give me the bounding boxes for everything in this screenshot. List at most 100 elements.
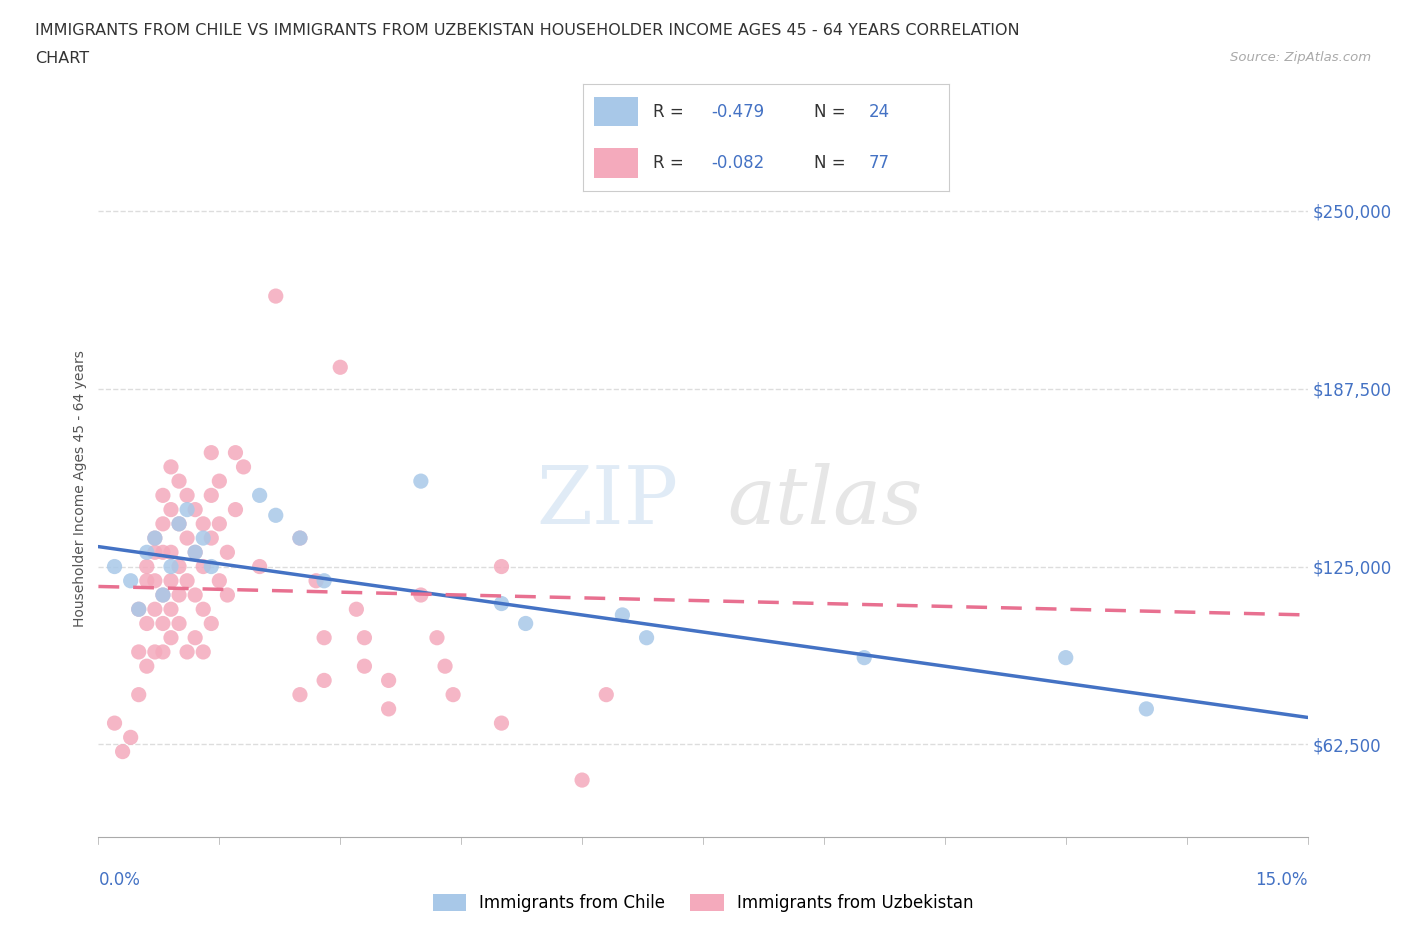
Text: CHART: CHART xyxy=(35,51,89,66)
Point xyxy=(193,516,215,531)
Point xyxy=(224,502,246,517)
Text: -0.082: -0.082 xyxy=(711,153,765,172)
Point xyxy=(143,545,166,560)
Point xyxy=(152,488,174,503)
Point xyxy=(193,531,215,546)
Point xyxy=(353,631,375,645)
Point xyxy=(143,602,166,617)
Point xyxy=(232,459,254,474)
Point xyxy=(515,616,537,631)
Point xyxy=(409,473,432,488)
Point xyxy=(288,531,311,546)
Point xyxy=(1054,650,1077,665)
Point xyxy=(152,545,174,560)
Point xyxy=(571,773,593,788)
Point xyxy=(636,631,658,645)
Y-axis label: Householder Income Ages 45 - 64 years: Householder Income Ages 45 - 64 years xyxy=(73,350,87,627)
Point xyxy=(193,644,215,659)
Point xyxy=(128,687,150,702)
Point xyxy=(160,602,183,617)
Point xyxy=(167,516,190,531)
Point xyxy=(224,445,246,460)
Point xyxy=(208,473,231,488)
Point xyxy=(853,650,876,665)
Point xyxy=(264,508,287,523)
Point xyxy=(353,658,375,673)
Point xyxy=(176,502,198,517)
Point xyxy=(329,360,352,375)
Point xyxy=(200,488,222,503)
Point xyxy=(160,573,183,588)
Point xyxy=(160,545,183,560)
Point xyxy=(377,673,399,688)
Text: 24: 24 xyxy=(869,102,890,121)
Text: -0.479: -0.479 xyxy=(711,102,765,121)
Point xyxy=(305,573,328,588)
Point xyxy=(152,644,174,659)
Point xyxy=(152,588,174,603)
Point xyxy=(434,658,457,673)
Point xyxy=(491,559,513,574)
Point xyxy=(167,559,190,574)
Point xyxy=(111,744,134,759)
Point xyxy=(176,488,198,503)
Point xyxy=(288,531,311,546)
Point xyxy=(135,559,157,574)
Point xyxy=(160,631,183,645)
Point xyxy=(264,288,287,303)
Point xyxy=(426,631,449,645)
Text: ZIP: ZIP xyxy=(537,463,679,541)
Point xyxy=(200,616,222,631)
Point xyxy=(184,502,207,517)
Point xyxy=(176,644,198,659)
Point xyxy=(176,573,198,588)
Point xyxy=(491,596,513,611)
Point xyxy=(595,687,617,702)
FancyBboxPatch shape xyxy=(595,148,638,178)
Point xyxy=(143,531,166,546)
Point xyxy=(176,531,198,546)
Point xyxy=(409,588,432,603)
Text: R =: R = xyxy=(652,153,689,172)
Point xyxy=(152,516,174,531)
Text: 77: 77 xyxy=(869,153,890,172)
Point xyxy=(103,716,125,731)
Text: IMMIGRANTS FROM CHILE VS IMMIGRANTS FROM UZBEKISTAN HOUSEHOLDER INCOME AGES 45 -: IMMIGRANTS FROM CHILE VS IMMIGRANTS FROM… xyxy=(35,23,1019,38)
Point xyxy=(135,573,157,588)
Point xyxy=(193,602,215,617)
Point xyxy=(314,573,336,588)
Point xyxy=(249,488,271,503)
Point xyxy=(441,687,464,702)
Point xyxy=(200,445,222,460)
Point xyxy=(167,516,190,531)
Point xyxy=(128,602,150,617)
Point xyxy=(103,559,125,574)
Legend: Immigrants from Chile, Immigrants from Uzbekistan: Immigrants from Chile, Immigrants from U… xyxy=(433,895,973,912)
Point xyxy=(200,559,222,574)
FancyBboxPatch shape xyxy=(595,97,638,126)
Point xyxy=(344,602,367,617)
Point xyxy=(491,716,513,731)
Point xyxy=(288,687,311,702)
Point xyxy=(184,545,207,560)
Point xyxy=(314,673,336,688)
Point xyxy=(160,459,183,474)
Point xyxy=(184,631,207,645)
Point xyxy=(184,588,207,603)
Text: 15.0%: 15.0% xyxy=(1256,871,1308,889)
Point xyxy=(120,573,142,588)
Text: R =: R = xyxy=(652,102,689,121)
Point xyxy=(135,616,157,631)
Point xyxy=(200,531,222,546)
Point xyxy=(143,573,166,588)
Point xyxy=(152,616,174,631)
Point xyxy=(135,658,157,673)
Text: N =: N = xyxy=(814,153,851,172)
Point xyxy=(143,644,166,659)
Point xyxy=(184,545,207,560)
Point xyxy=(612,607,634,622)
Point xyxy=(128,602,150,617)
Point xyxy=(120,730,142,745)
Text: 0.0%: 0.0% xyxy=(98,871,141,889)
Point xyxy=(128,644,150,659)
